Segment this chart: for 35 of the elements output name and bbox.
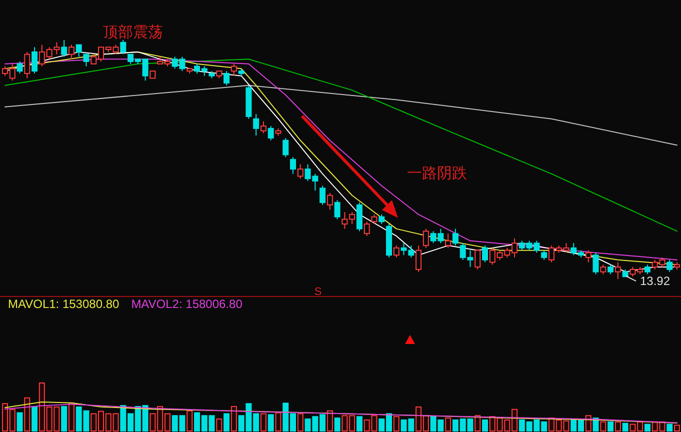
bar xyxy=(482,419,488,432)
bar xyxy=(356,416,362,432)
bar xyxy=(32,406,38,432)
bar xyxy=(608,421,614,432)
bar xyxy=(68,402,74,432)
bar xyxy=(622,422,628,432)
bar xyxy=(24,397,30,432)
bar xyxy=(230,406,237,432)
annotation: 顶部震荡 xyxy=(103,24,163,41)
bar xyxy=(268,414,274,432)
text: MAVOL1: 153080.80 xyxy=(8,297,120,311)
bar xyxy=(16,412,23,432)
bar xyxy=(666,424,673,432)
bar xyxy=(393,416,400,432)
bar xyxy=(326,410,333,432)
bar xyxy=(600,421,606,432)
bar xyxy=(334,418,340,432)
bar xyxy=(474,415,481,432)
bar xyxy=(297,413,304,432)
annotation: 13.92 xyxy=(640,274,670,288)
bar xyxy=(224,413,230,432)
bar xyxy=(186,410,193,432)
bar xyxy=(61,406,68,432)
annotation: 一路阴跌 xyxy=(407,165,467,182)
text: S xyxy=(314,286,322,298)
candlestick xyxy=(253,114,260,136)
bar xyxy=(445,418,452,432)
bar xyxy=(275,412,282,432)
bar xyxy=(614,421,621,432)
bar xyxy=(216,418,222,432)
bar xyxy=(674,424,680,432)
bar xyxy=(260,413,266,432)
text: MAVOL2: 158006.80 xyxy=(131,297,243,311)
bar xyxy=(585,415,592,432)
bar xyxy=(644,424,650,432)
